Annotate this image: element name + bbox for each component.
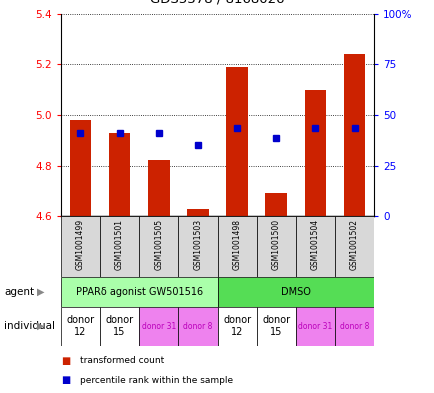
- Bar: [226, 67, 247, 216]
- Text: transformed count: transformed count: [80, 356, 164, 365]
- Bar: [139, 307, 178, 346]
- Bar: [217, 277, 373, 307]
- Text: donor
12: donor 12: [223, 316, 250, 337]
- Text: ▶: ▶: [37, 321, 44, 331]
- Text: ▶: ▶: [37, 287, 44, 297]
- Text: GSM1001504: GSM1001504: [310, 219, 319, 270]
- Bar: [139, 216, 178, 277]
- Text: donor
15: donor 15: [262, 316, 289, 337]
- Bar: [108, 133, 130, 216]
- Text: individual: individual: [4, 321, 55, 331]
- Bar: [61, 216, 100, 277]
- Text: GSM1001505: GSM1001505: [154, 219, 163, 270]
- Text: donor 31: donor 31: [298, 322, 332, 331]
- Text: donor 8: donor 8: [339, 322, 368, 331]
- Text: agent: agent: [4, 287, 34, 297]
- Bar: [295, 216, 334, 277]
- Bar: [334, 216, 373, 277]
- Text: percentile rank within the sample: percentile rank within the sample: [80, 376, 233, 385]
- Bar: [187, 209, 208, 216]
- Bar: [69, 120, 91, 216]
- Bar: [61, 307, 100, 346]
- Text: GSM1001500: GSM1001500: [271, 219, 280, 270]
- Text: GDS5378 / 8168026: GDS5378 / 8168026: [150, 0, 284, 6]
- Text: GSM1001499: GSM1001499: [76, 219, 85, 270]
- Text: GSM1001501: GSM1001501: [115, 219, 124, 270]
- Text: GSM1001498: GSM1001498: [232, 219, 241, 270]
- Bar: [343, 54, 365, 216]
- Bar: [217, 307, 256, 346]
- Text: ■: ■: [61, 356, 70, 366]
- Bar: [100, 216, 139, 277]
- Text: ■: ■: [61, 375, 70, 386]
- Text: DMSO: DMSO: [280, 287, 310, 297]
- Bar: [334, 307, 373, 346]
- Text: PPARδ agonist GW501516: PPARδ agonist GW501516: [76, 287, 202, 297]
- Bar: [265, 193, 286, 216]
- Text: GSM1001503: GSM1001503: [193, 219, 202, 270]
- Text: donor
12: donor 12: [66, 316, 94, 337]
- Bar: [61, 277, 217, 307]
- Bar: [148, 160, 169, 216]
- Text: donor
15: donor 15: [105, 316, 133, 337]
- Bar: [256, 307, 295, 346]
- Bar: [295, 307, 334, 346]
- Bar: [304, 90, 326, 216]
- Bar: [256, 216, 295, 277]
- Text: GSM1001502: GSM1001502: [349, 219, 358, 270]
- Bar: [178, 307, 217, 346]
- Bar: [100, 307, 139, 346]
- Text: donor 31: donor 31: [141, 322, 175, 331]
- Text: donor 8: donor 8: [183, 322, 212, 331]
- Bar: [178, 216, 217, 277]
- Bar: [217, 216, 256, 277]
